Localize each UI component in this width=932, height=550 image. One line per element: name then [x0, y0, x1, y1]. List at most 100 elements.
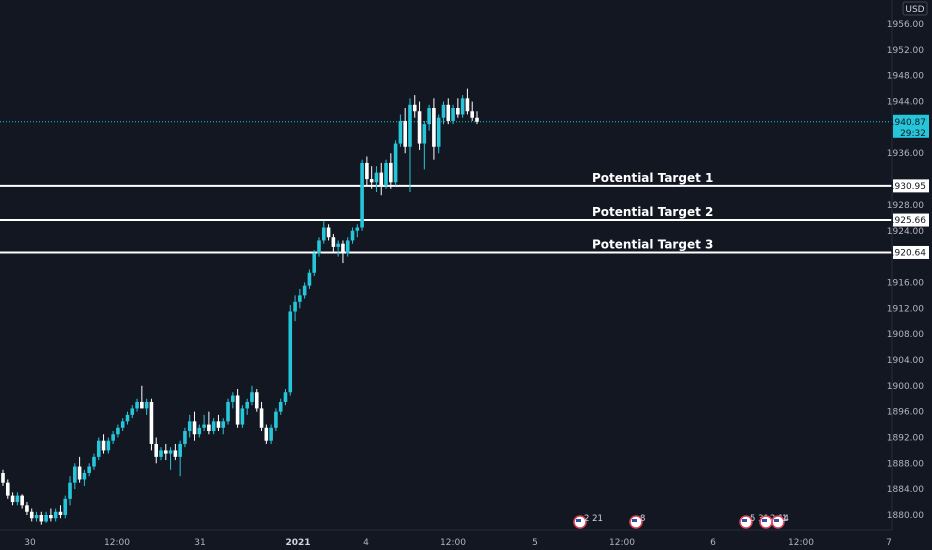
candle[interactable] — [446, 98, 451, 125]
candle[interactable] — [120, 418, 125, 432]
candle[interactable] — [235, 389, 240, 428]
candle[interactable] — [96, 437, 101, 461]
candle[interactable] — [365, 156, 369, 186]
candle[interactable] — [49, 508, 53, 522]
candle[interactable] — [355, 224, 360, 238]
candle[interactable] — [341, 240, 345, 264]
candle[interactable] — [58, 505, 63, 519]
candle[interactable] — [307, 269, 312, 289]
price-axis[interactable]: 1956.00 1952.00 1948.00 1944.00 1936.00 1928.… — [887, 20, 929, 521]
candle[interactable] — [63, 495, 68, 519]
candle[interactable] — [187, 414, 192, 438]
candle[interactable] — [360, 159, 364, 231]
candle[interactable] — [345, 237, 350, 257]
candle[interactable] — [427, 104, 431, 131]
economic-event-marker[interactable]: 5 31 — [739, 514, 769, 529]
candle[interactable] — [293, 295, 297, 322]
economic-event-marker[interactable]: 2 21 — [573, 514, 603, 529]
candle[interactable] — [140, 385, 144, 409]
candle[interactable] — [398, 114, 403, 147]
candle[interactable] — [192, 411, 197, 441]
candle[interactable] — [403, 108, 407, 154]
candle[interactable] — [226, 398, 230, 425]
candle[interactable] — [274, 408, 278, 432]
candle[interactable] — [317, 237, 321, 257]
candle[interactable] — [221, 418, 226, 435]
candle[interactable] — [159, 447, 163, 461]
candle[interactable] — [149, 398, 154, 451]
candle[interactable] — [470, 101, 475, 121]
candle[interactable] — [216, 414, 221, 432]
time-axis[interactable]: 30 12:00 31 2021 4 12:00 5 12:00 6 12:00 7 — [24, 538, 892, 548]
candle[interactable] — [283, 389, 288, 406]
candle[interactable] — [44, 511, 48, 523]
candle[interactable] — [245, 398, 249, 415]
candle[interactable] — [326, 224, 331, 241]
candle[interactable] — [250, 385, 254, 406]
candle[interactable] — [68, 476, 72, 506]
candle[interactable] — [254, 389, 259, 412]
candle[interactable] — [15, 492, 20, 506]
candle[interactable] — [87, 463, 91, 477]
candle[interactable] — [125, 411, 130, 425]
candle[interactable] — [163, 443, 168, 461]
candle[interactable] — [408, 98, 412, 192]
candle[interactable] — [202, 414, 206, 432]
candle[interactable] — [34, 511, 39, 522]
candle[interactable] — [183, 427, 187, 448]
candle[interactable] — [269, 424, 273, 444]
candle[interactable] — [211, 418, 216, 435]
candle[interactable] — [451, 104, 455, 125]
candle[interactable] — [77, 456, 82, 483]
candle[interactable] — [106, 437, 111, 454]
candle[interactable] — [441, 101, 446, 125]
candle[interactable] — [130, 405, 135, 419]
candle[interactable] — [53, 508, 58, 522]
candle[interactable] — [207, 411, 211, 435]
economic-event-marker[interactable]: 8 — [629, 514, 645, 529]
candle[interactable] — [302, 282, 307, 299]
candle[interactable] — [460, 95, 465, 118]
candle[interactable] — [154, 437, 159, 464]
candle[interactable] — [168, 447, 173, 470]
candle[interactable] — [475, 111, 479, 125]
candle[interactable] — [25, 502, 29, 515]
candle[interactable] — [384, 159, 388, 189]
economic-event-marker[interactable]: 1 — [771, 514, 787, 529]
candle[interactable] — [231, 392, 235, 409]
candle[interactable] — [92, 453, 96, 470]
candle[interactable] — [350, 227, 355, 244]
candle[interactable] — [432, 98, 436, 160]
candle[interactable] — [101, 434, 106, 454]
candle[interactable] — [288, 305, 293, 396]
candle[interactable] — [10, 492, 15, 506]
candle[interactable] — [393, 140, 398, 186]
candle[interactable] — [264, 424, 269, 444]
candle[interactable] — [197, 424, 202, 438]
candle[interactable] — [465, 88, 470, 115]
candle[interactable] — [135, 398, 139, 412]
candle[interactable] — [374, 166, 379, 192]
candle[interactable] — [389, 153, 393, 189]
candles-layer[interactable] — [1, 88, 479, 525]
candle[interactable] — [278, 398, 283, 415]
candle[interactable] — [82, 469, 87, 486]
candle[interactable] — [369, 166, 374, 189]
candle[interactable] — [417, 101, 422, 151]
candle[interactable] — [111, 431, 115, 444]
candle[interactable] — [259, 401, 264, 432]
candle[interactable] — [116, 424, 120, 438]
candle[interactable] — [29, 508, 34, 522]
candle[interactable] — [178, 440, 182, 477]
candle[interactable] — [456, 98, 460, 118]
candle[interactable] — [298, 288, 302, 309]
candle[interactable] — [422, 120, 427, 170]
candle[interactable] — [173, 443, 178, 461]
candle[interactable] — [144, 398, 149, 415]
candle[interactable] — [312, 250, 317, 276]
candle[interactable] — [39, 511, 44, 525]
candle[interactable] — [336, 240, 340, 257]
candle[interactable] — [436, 114, 441, 154]
